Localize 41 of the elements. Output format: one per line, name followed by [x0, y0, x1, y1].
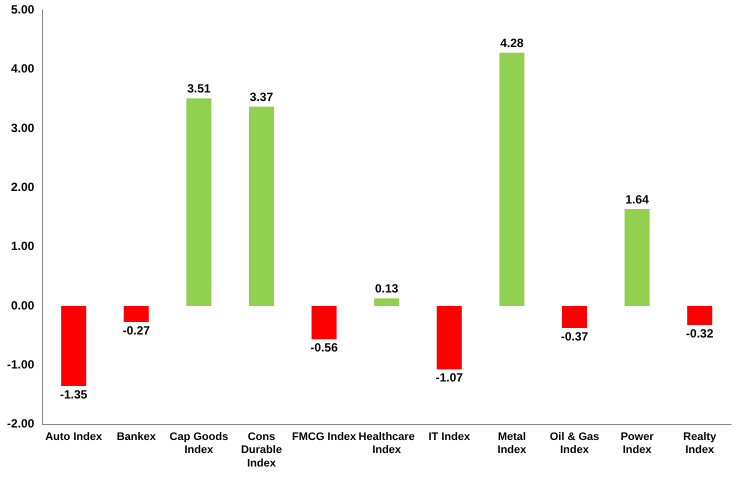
data-label: -0.37: [560, 329, 588, 344]
bar: [61, 306, 86, 386]
bar: [186, 98, 212, 306]
bar: [687, 306, 712, 325]
data-label: 0.13: [374, 282, 399, 296]
data-label: -1.07: [436, 370, 464, 385]
data-label: -0.32: [686, 326, 714, 340]
x-tick-label: Power Index: [620, 431, 654, 456]
data-label: -0.27: [122, 323, 150, 338]
bar: [248, 106, 274, 306]
bar: [624, 209, 650, 306]
y-tick-label: 4.00: [10, 62, 35, 76]
y-tick-label: 3.00: [10, 120, 35, 135]
bar: [374, 298, 400, 306]
x-tick-label: Cap Goods Index: [170, 431, 228, 456]
data-label: 3.51: [187, 82, 211, 96]
x-tick-label: Oil & Gas Index: [550, 431, 600, 456]
x-tick-label: Cons Durable Index: [240, 431, 282, 470]
data-label: -1.35: [60, 387, 88, 402]
bar: [436, 306, 462, 370]
data-label: -0.56: [310, 340, 338, 355]
bar: [499, 52, 524, 306]
x-tick-label: FMCG Index: [292, 431, 358, 444]
data-label: 3.37: [250, 90, 274, 104]
y-tick-label: 0.00: [10, 298, 35, 312]
y-tick-label: 2.00: [10, 180, 35, 194]
bar: [562, 306, 588, 328]
x-tick-label: Auto Index: [45, 431, 103, 444]
x-tick-label: Metal Index: [498, 431, 528, 456]
y-tick-label: 5.00: [10, 2, 35, 17]
bar: [312, 306, 337, 340]
data-label: 4.28: [500, 36, 524, 50]
x-tick-label: Healthcare Index: [358, 431, 415, 456]
x-tick-label: Realty Index: [683, 431, 718, 456]
x-tick-label: Bankex: [116, 431, 157, 444]
bar: [124, 306, 149, 322]
y-tick-label: -2.00: [6, 416, 35, 431]
y-tick-label: -1.00: [6, 358, 35, 372]
data-label: 1.64: [625, 192, 650, 206]
y-tick-label: 1.00: [10, 239, 35, 254]
x-tick-label: IT Index: [428, 431, 471, 444]
